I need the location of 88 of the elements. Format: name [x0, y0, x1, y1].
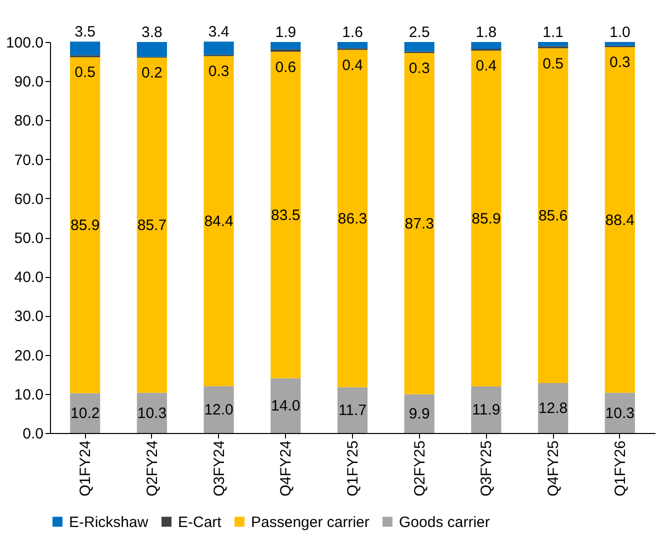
y-tick-label: 30.0: [14, 308, 44, 326]
data-label: 0.6: [275, 58, 296, 76]
bar: [337, 42, 368, 48]
x-tick-label: Q1FY26: [612, 440, 629, 496]
legend-label: Passenger carrier: [251, 514, 370, 531]
data-label: 85.7: [137, 217, 167, 234]
data-label: 1.1: [542, 24, 564, 41]
bar: [538, 48, 568, 383]
bar: [337, 50, 368, 388]
data-label: 2.5: [408, 24, 430, 41]
data-label: 3.4: [208, 24, 230, 41]
bar: [270, 42, 301, 50]
bar: [270, 52, 301, 378]
data-label: 0.5: [74, 64, 96, 82]
y-tick-label: 100.0: [6, 34, 44, 52]
y-tick-label: 0.0: [22, 426, 44, 442]
x-tick-label: Q3FY24: [210, 440, 228, 496]
bar: [404, 42, 434, 52]
y-tick-label: 70.0: [14, 152, 44, 169]
data-label: 11.9: [472, 402, 500, 419]
bar: [471, 42, 502, 50]
data-label: 12.0: [204, 402, 234, 419]
bar: [538, 382, 568, 433]
bar: [471, 50, 502, 386]
legend-label: Goods carrier: [399, 514, 490, 531]
bar: [204, 42, 234, 55]
y-tick-label: 50.0: [14, 230, 44, 247]
data-label: 1.8: [476, 24, 497, 41]
data-label: 11.7: [338, 402, 367, 420]
x-tick-label: Q4FY24: [278, 440, 295, 496]
data-label: 88.4: [605, 212, 635, 229]
y-tick-label: 60.0: [14, 190, 44, 208]
bar: [404, 52, 434, 394]
bar: [136, 58, 167, 393]
bar: [471, 386, 502, 433]
bar: [70, 42, 100, 56]
data-label: 83.5: [271, 207, 300, 224]
data-label: 0.4: [342, 56, 363, 74]
data-label: 86.3: [338, 210, 368, 228]
data-label: 12.8: [538, 400, 568, 417]
bar: [604, 392, 635, 433]
x-tick-label: Q2FY24: [144, 440, 161, 496]
data-label: 10.3: [605, 404, 635, 422]
data-label: 0.5: [542, 55, 564, 72]
data-label: 84.4: [204, 213, 234, 230]
y-tick-label: 90.0: [14, 74, 44, 91]
bar: [70, 393, 100, 433]
bar: [270, 49, 301, 52]
data-label: 85.6: [538, 208, 568, 225]
data-label: 1.6: [342, 24, 363, 41]
bar: [337, 387, 368, 433]
x-tick-label: Q1FY25: [344, 440, 362, 496]
data-label: 1.9: [275, 24, 296, 41]
data-label: 10.2: [70, 405, 100, 422]
bar: [136, 392, 167, 433]
data-label: 14.0: [271, 398, 300, 415]
y-tick-label: 80.0: [14, 112, 44, 130]
bar: [70, 57, 100, 394]
y-tick-label: 20.0: [14, 347, 44, 364]
y-tick-label: 40.0: [14, 269, 44, 286]
data-label: 3.5: [74, 24, 96, 41]
x-tick-label: Q1FY24: [77, 440, 94, 496]
data-label: 10.3: [137, 404, 167, 422]
data-label: 3.8: [142, 24, 162, 41]
bar: [538, 42, 568, 46]
x-tick-label: Q4FY25: [545, 440, 562, 496]
legend-label: E-Cart: [178, 514, 222, 531]
bar: [604, 42, 635, 46]
y-tick-label: 10.0: [14, 386, 44, 404]
bar: [604, 47, 635, 393]
bar: [204, 56, 234, 386]
data-label: 0.3: [609, 54, 630, 72]
data-label: 0.3: [408, 60, 430, 77]
legend-label: E-Rickshaw: [69, 514, 148, 531]
data-label: 9.9: [408, 406, 430, 423]
x-tick-label: Q2FY25: [411, 440, 428, 496]
data-label: 0.2: [142, 64, 162, 82]
bar: [404, 394, 434, 433]
data-label: 0.4: [476, 58, 497, 75]
bar: [136, 42, 167, 57]
data-label: 87.3: [404, 216, 434, 233]
data-label: 1.0: [609, 24, 630, 41]
data-label: 0.3: [208, 63, 230, 80]
data-label: 85.9: [472, 210, 501, 228]
bar: [204, 386, 234, 433]
bar: [270, 378, 301, 433]
x-tick-label: Q3FY25: [478, 440, 496, 496]
data-label: 85.9: [70, 217, 100, 234]
